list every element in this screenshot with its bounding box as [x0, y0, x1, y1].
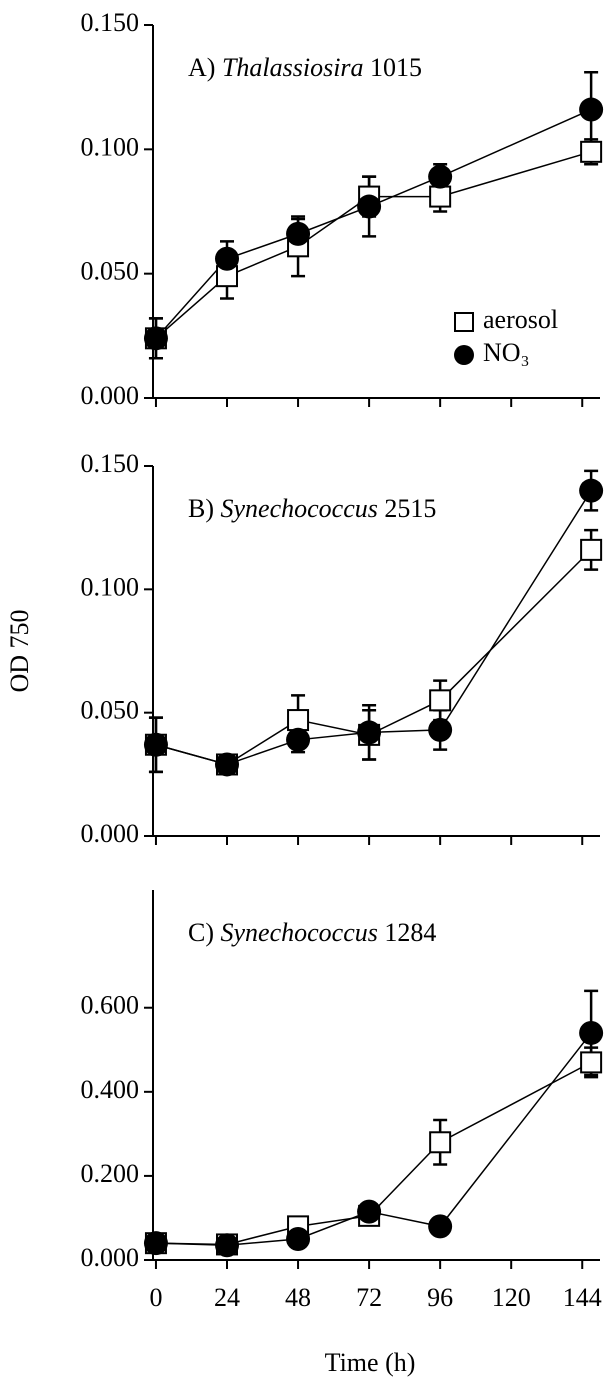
legend-label: aerosol [483, 305, 558, 334]
x-tick-label: 72 [356, 1283, 382, 1312]
title-part: 2515 [384, 494, 436, 523]
marker [215, 1233, 240, 1258]
legend-marker [454, 345, 474, 365]
marker [429, 689, 452, 712]
y-tick-label: 0.050 [81, 257, 140, 286]
marker [579, 1020, 604, 1045]
legend-label: NO₃ [483, 338, 530, 367]
series-line [155, 490, 592, 766]
title-part: 1015 [370, 53, 422, 82]
title-part: C) [188, 918, 214, 947]
marker [143, 1231, 168, 1256]
y-tick-label: 0.100 [81, 572, 140, 601]
marker [579, 478, 604, 503]
marker [580, 140, 603, 163]
markers [143, 478, 604, 777]
y-tick-label: 0.100 [81, 132, 140, 161]
marker [357, 1199, 382, 1224]
marker [579, 97, 604, 122]
title-part: B) [188, 494, 214, 523]
title-part: Thalassiosira [222, 53, 364, 82]
markers [143, 1020, 604, 1258]
marker [287, 709, 310, 732]
panel-title: A) Thalassiosira 1015 [188, 53, 422, 82]
y-tick-label: 0.150 [81, 449, 140, 478]
panel-title: B) Synechococcus 2515 [188, 494, 436, 523]
y-tick-label: 0.050 [81, 696, 140, 725]
marker [143, 732, 168, 757]
legend-marker [454, 312, 474, 332]
lines [155, 108, 592, 339]
marker [286, 1226, 311, 1251]
x-axis-label: Time (h) [325, 1348, 416, 1377]
marker [580, 538, 603, 561]
x-tick-label: 144 [563, 1283, 602, 1312]
marker [286, 221, 311, 246]
x-tick-label: 96 [427, 1283, 453, 1312]
marker [286, 727, 311, 752]
y-axis-label: OD 750 [5, 609, 34, 692]
series-line [155, 151, 592, 339]
marker [428, 717, 453, 742]
marker [580, 1051, 603, 1074]
marker [428, 1214, 453, 1239]
y-tick-label: 0.200 [81, 1159, 140, 1188]
marker [428, 164, 453, 189]
title-part: 1284 [384, 918, 436, 947]
marker [429, 185, 452, 208]
series-line [155, 108, 592, 339]
panel-title: C) Synechococcus 1284 [188, 918, 436, 947]
title-part: Synechococcus [221, 918, 378, 947]
y-tick-label: 0.150 [81, 8, 140, 37]
y-tick-label: 0.000 [81, 1243, 140, 1272]
marker [215, 246, 240, 271]
marker [429, 1131, 452, 1154]
y-tick-label: 0.000 [81, 819, 140, 848]
title-part: Synechococcus [221, 494, 378, 523]
markers [143, 97, 604, 351]
x-tick-label: 120 [492, 1283, 531, 1312]
marker [357, 194, 382, 219]
y-tick-label: 0.600 [81, 991, 140, 1020]
y-tick-label: 0.000 [81, 381, 140, 410]
marker [215, 752, 240, 777]
x-tick-label: 24 [214, 1283, 240, 1312]
marker [143, 326, 168, 351]
x-tick-label: 48 [285, 1283, 311, 1312]
marker [357, 720, 382, 745]
title-part: A) [188, 53, 215, 82]
y-tick-label: 0.400 [81, 1075, 140, 1104]
x-tick-label: 0 [149, 1283, 162, 1312]
lines [155, 490, 592, 766]
